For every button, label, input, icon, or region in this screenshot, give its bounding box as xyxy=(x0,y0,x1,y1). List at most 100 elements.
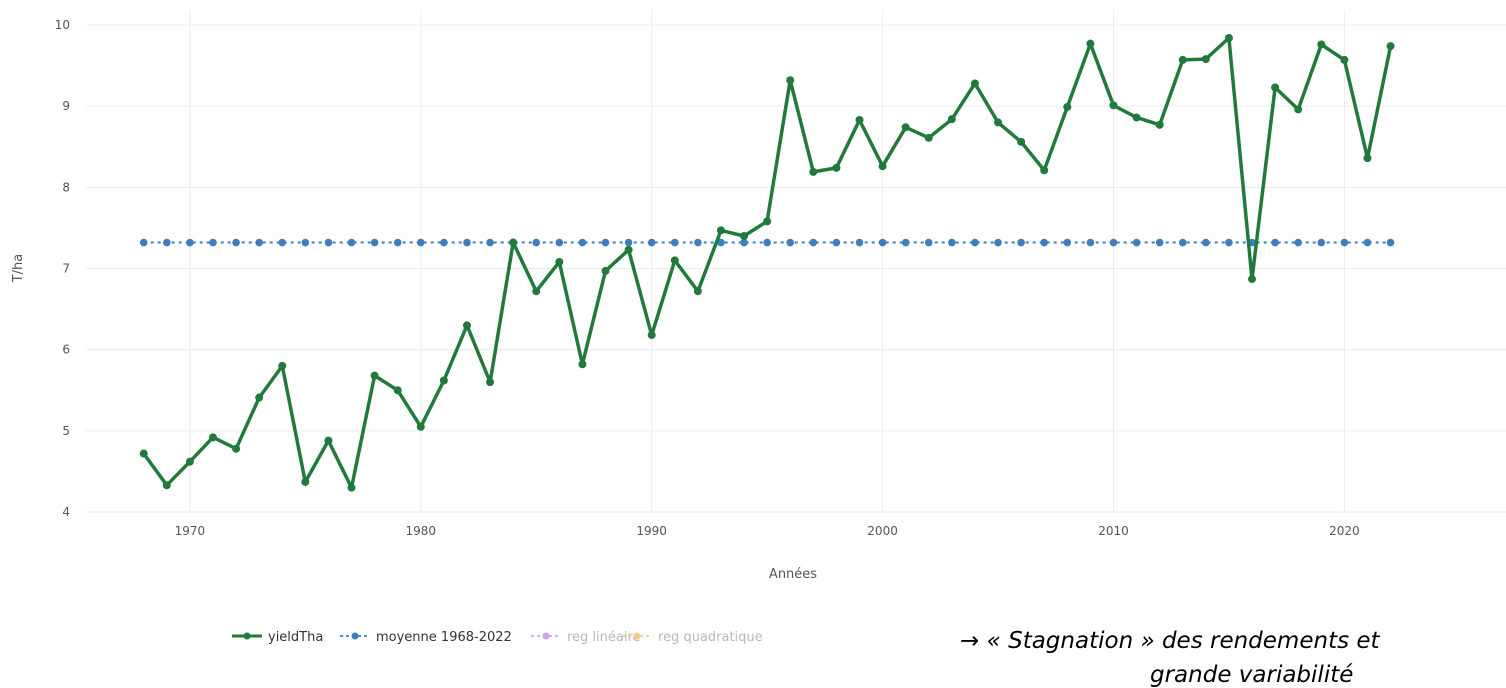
data-point xyxy=(532,238,541,247)
series-yieldtha xyxy=(139,33,1395,492)
legend-item-3[interactable]: reg linéaire xyxy=(531,630,641,645)
legend-item-1[interactable]: yieldTha xyxy=(232,630,323,645)
legend-label: yieldTha xyxy=(268,630,323,645)
data-point xyxy=(786,238,795,247)
legend-item-2[interactable]: moyenne 1968-2022 xyxy=(340,630,512,645)
x-tick-label: 2010 xyxy=(1098,524,1129,538)
data-point xyxy=(855,238,864,247)
data-point xyxy=(1225,238,1233,247)
data-point xyxy=(232,238,240,247)
data-point xyxy=(716,226,725,235)
data-point xyxy=(578,360,587,369)
data-point xyxy=(486,238,494,247)
data-point xyxy=(1040,238,1049,247)
y-tick-label: 5 xyxy=(62,424,70,438)
data-point xyxy=(486,378,495,387)
data-point xyxy=(670,238,679,247)
data-point xyxy=(186,238,194,247)
data-point xyxy=(578,238,587,247)
data-point xyxy=(601,238,610,247)
data-point xyxy=(601,266,610,275)
series-layer xyxy=(139,33,1395,492)
data-point xyxy=(901,238,910,247)
data-point xyxy=(324,436,333,445)
y-tick-label: 9 xyxy=(62,99,70,113)
legend-swatch-marker xyxy=(243,632,251,640)
x-tick-label: 2020 xyxy=(1329,524,1360,538)
data-point xyxy=(555,238,564,247)
annotation-line-2: grande variabilité xyxy=(1150,662,1354,688)
data-point xyxy=(786,76,795,85)
data-point xyxy=(255,393,264,402)
data-point xyxy=(393,238,402,247)
legend-item-4[interactable]: reg quadratique xyxy=(622,630,763,645)
data-point xyxy=(324,238,333,247)
data-point xyxy=(878,162,887,171)
data-point xyxy=(532,287,541,296)
data-point xyxy=(947,115,956,124)
data-point xyxy=(1017,238,1025,247)
data-point xyxy=(1386,238,1395,247)
data-point xyxy=(185,457,194,466)
data-point xyxy=(1202,238,1210,247)
data-point xyxy=(1224,33,1233,42)
data-point xyxy=(208,433,217,442)
x-tick-label: 2000 xyxy=(867,524,898,538)
data-point xyxy=(278,361,287,370)
data-point xyxy=(139,449,148,458)
data-point xyxy=(1040,166,1049,175)
data-point xyxy=(416,238,425,247)
data-point xyxy=(1063,238,1072,247)
data-point xyxy=(509,238,518,247)
data-point xyxy=(1155,238,1164,247)
data-point xyxy=(740,238,748,247)
data-point xyxy=(1317,238,1326,247)
data-point xyxy=(463,238,471,247)
data-point xyxy=(994,238,1002,247)
data-point xyxy=(301,238,310,247)
data-point xyxy=(1201,55,1210,64)
series-moyenne xyxy=(139,238,1395,247)
data-point xyxy=(647,238,656,247)
data-point xyxy=(1132,238,1141,247)
data-point xyxy=(624,245,633,254)
data-point xyxy=(948,238,956,247)
data-point xyxy=(393,386,402,395)
data-point xyxy=(347,483,356,492)
data-point xyxy=(1063,102,1072,111)
data-point xyxy=(832,238,841,247)
x-axis-title: Années xyxy=(769,567,817,582)
data-point xyxy=(1363,154,1372,163)
data-point xyxy=(693,287,702,296)
legend-label: reg linéaire xyxy=(567,630,641,645)
data-point xyxy=(1109,101,1118,110)
data-point xyxy=(1248,275,1257,284)
data-point xyxy=(971,238,979,247)
data-point xyxy=(440,238,448,247)
data-point xyxy=(1271,238,1279,247)
legend-swatch-marker xyxy=(633,632,641,640)
annotation: → « Stagnation » des rendements et grand… xyxy=(960,628,1506,688)
data-point xyxy=(370,371,379,380)
y-tick-label: 4 xyxy=(62,505,70,519)
data-point xyxy=(139,238,148,247)
data-point xyxy=(624,238,633,247)
data-point xyxy=(924,133,933,142)
x-tick-label: 1980 xyxy=(406,524,437,538)
data-point xyxy=(878,238,887,247)
data-point xyxy=(924,238,933,247)
data-point xyxy=(1294,105,1303,114)
y-axis-title: T/ha xyxy=(11,254,26,284)
data-point xyxy=(1086,238,1095,247)
data-point xyxy=(1340,55,1349,64)
data-point xyxy=(1178,238,1187,247)
data-point xyxy=(1017,137,1026,146)
arrow-icon: → xyxy=(960,628,980,654)
data-point xyxy=(994,118,1003,127)
data-point xyxy=(347,238,356,247)
legend-label: reg quadratique xyxy=(658,630,763,645)
data-point xyxy=(555,258,564,267)
legend[interactable]: yieldTha moyenne 1968-2022 reg linéaire reg… xyxy=(232,630,763,645)
data-point xyxy=(162,481,171,490)
